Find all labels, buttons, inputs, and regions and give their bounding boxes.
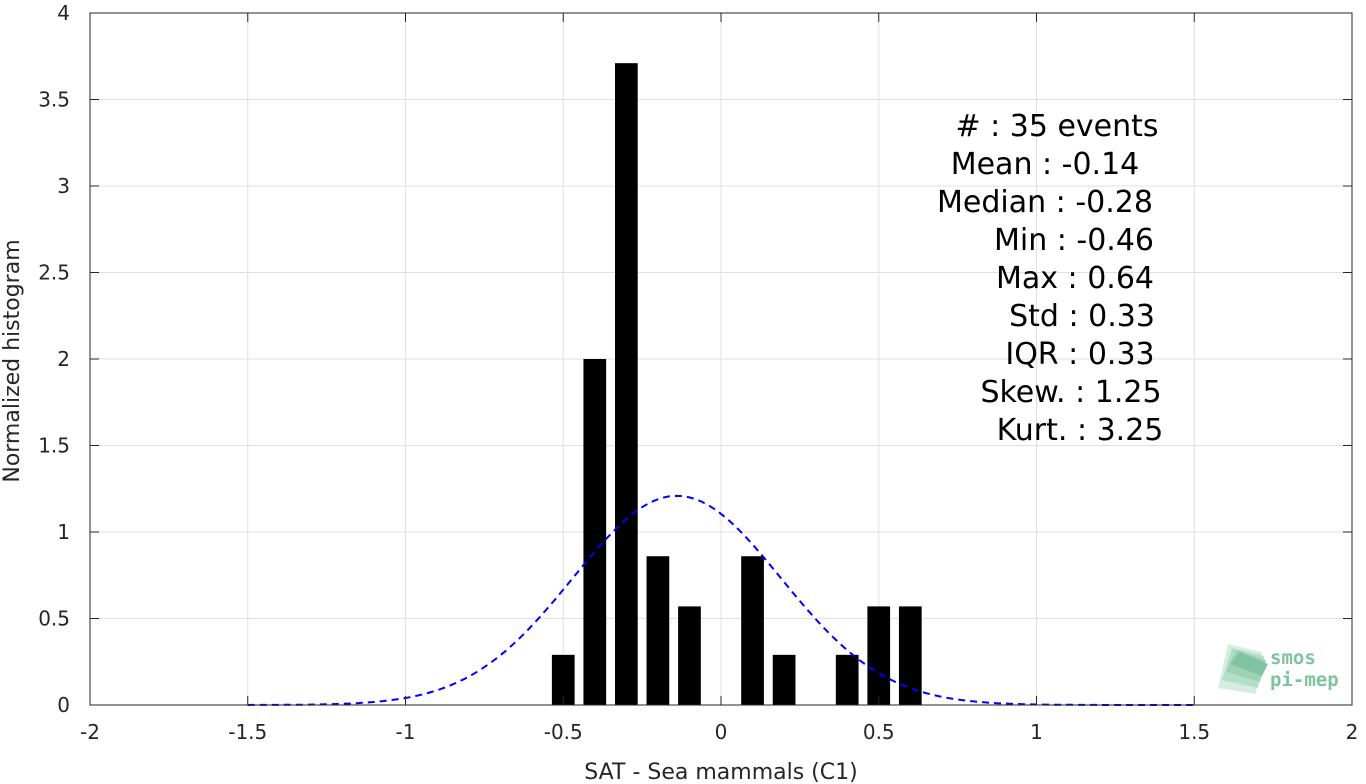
histogram-bar bbox=[678, 606, 701, 705]
y-tick-label: 2.5 bbox=[38, 261, 70, 285]
y-tick-label: 2 bbox=[57, 347, 70, 371]
stat-max: Max : 0.64 bbox=[996, 261, 1154, 296]
histogram-bar bbox=[614, 63, 638, 706]
y-tick-label: 3 bbox=[57, 174, 70, 198]
stat-median: Median : -0.28 bbox=[937, 185, 1153, 220]
logo-text-smos: smos bbox=[1270, 647, 1316, 669]
histogram-bar bbox=[741, 556, 764, 705]
histogram-bar bbox=[772, 654, 796, 705]
x-tick-label: -1.5 bbox=[228, 720, 267, 744]
x-tick-label: 0.5 bbox=[863, 720, 895, 744]
stat-count: # : 35 events bbox=[955, 109, 1158, 144]
x-tick-label: -1 bbox=[396, 720, 416, 744]
x-tick-label: 1.5 bbox=[1178, 720, 1210, 744]
y-tick-label: 4 bbox=[57, 1, 70, 25]
stat-mean: Mean : -0.14 bbox=[951, 147, 1140, 182]
x-tick-label: -0.5 bbox=[544, 720, 583, 744]
stat-min: Min : -0.46 bbox=[994, 223, 1154, 258]
grid-lines bbox=[89, 12, 1353, 706]
histogram-bar bbox=[646, 556, 670, 705]
y-tick-label: 0 bbox=[57, 693, 70, 717]
smos-pimep-logo: smos pi-mep bbox=[1218, 644, 1339, 694]
x-tick-label: 1 bbox=[1030, 720, 1043, 744]
logo-mark-icon bbox=[1218, 644, 1268, 694]
histogram-bar bbox=[835, 654, 859, 705]
stat-std: Std : 0.33 bbox=[1009, 299, 1155, 334]
y-tick-label: 3.5 bbox=[38, 88, 70, 112]
stat-iqr: IQR : 0.33 bbox=[1005, 337, 1154, 372]
x-tick-label: 0 bbox=[715, 720, 728, 744]
histogram-bar bbox=[583, 359, 607, 705]
x-tick-label: 2 bbox=[1346, 720, 1359, 744]
y-tick-label: 1 bbox=[57, 520, 70, 544]
statistics-box: # : 35 events Mean : -0.14 Median : -0.2… bbox=[937, 109, 1163, 448]
x-axis-label: SAT - Sea mammals (C1) bbox=[584, 760, 857, 784]
axis-ticks: -2 -1.5 -1 -0.5 0 0.5 1 1.5 2 0 0.5 1 1.5 2 2.5 3 3.5 4 bbox=[38, 1, 1358, 744]
logo-text-pimep: pi-mep bbox=[1270, 669, 1339, 691]
histogram-bar bbox=[551, 654, 575, 705]
y-axis-label: Normalized histogram bbox=[0, 239, 25, 482]
stat-skew: Skew. : 1.25 bbox=[980, 375, 1161, 410]
y-tick-label: 1.5 bbox=[38, 434, 70, 458]
histogram-bar bbox=[867, 606, 891, 705]
histogram-bars bbox=[551, 63, 922, 706]
stat-kurt: Kurt. : 3.25 bbox=[997, 413, 1164, 448]
y-tick-label: 0.5 bbox=[38, 607, 70, 631]
histogram-bar bbox=[898, 606, 922, 705]
x-tick-label: -2 bbox=[80, 720, 100, 744]
